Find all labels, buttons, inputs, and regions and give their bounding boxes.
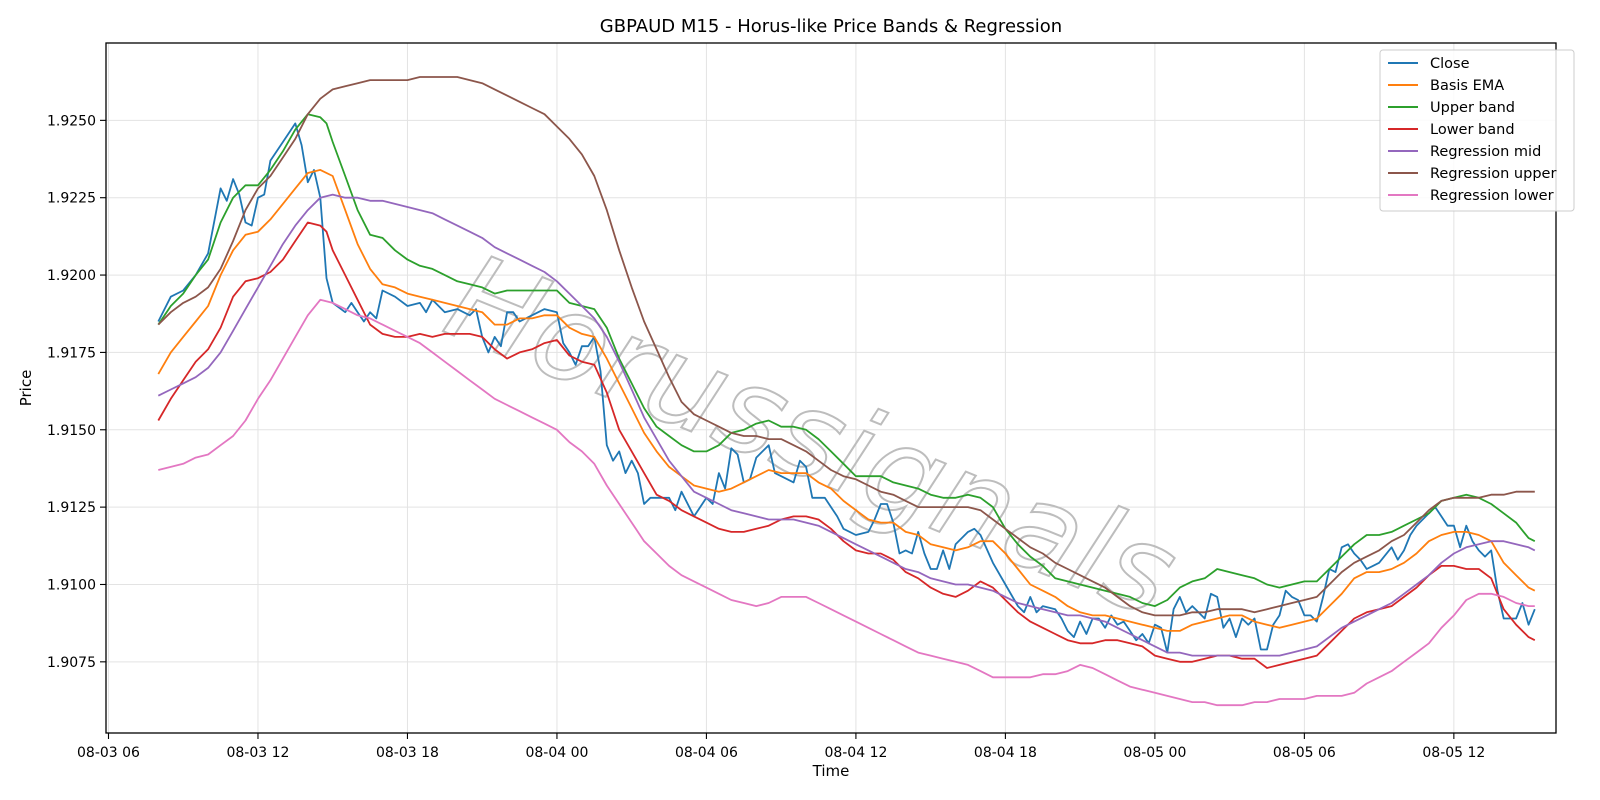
series-line-regression-upper xyxy=(157,76,1535,617)
y-tick-label: 1.9175 xyxy=(47,345,96,361)
y-tick-label: 1.9225 xyxy=(47,191,96,207)
y-tick-label: 1.9100 xyxy=(47,577,96,593)
y-tick-label: 1.9250 xyxy=(47,113,96,129)
series-line-basis-ema xyxy=(157,168,1536,632)
series-line-close xyxy=(157,122,1536,654)
x-tick-label: 08-05 12 xyxy=(1422,745,1485,761)
legend: Close Basis EMA Upper band Lower band Regres… xyxy=(1379,49,1575,212)
y-axis-ticks: 1.9075 1.9100 1.9125 1.9150 1.9175 1.9200 1.92… xyxy=(47,113,106,671)
y-tick-label: 1.9075 xyxy=(47,655,96,671)
x-tick-label: 08-04 18 xyxy=(974,745,1037,761)
legend-label-basis-ema: Basis EMA xyxy=(1430,78,1504,94)
x-tick-label: 08-03 12 xyxy=(226,745,289,761)
x-tick-label: 08-05 00 xyxy=(1123,745,1186,761)
y-tick-label: 1.9150 xyxy=(47,423,96,439)
legend-label-regression-upper: Regression upper xyxy=(1430,166,1556,182)
chart-title: GBPAUD M15 - Horus-like Price Bands & Re… xyxy=(600,16,1062,37)
x-tick-label: 08-04 06 xyxy=(675,745,738,761)
x-tick-label: 08-05 06 xyxy=(1273,745,1336,761)
legend-label-upper-band: Upper band xyxy=(1430,100,1515,116)
plot-frame xyxy=(105,42,1557,734)
legend-label-regression-mid: Regression mid xyxy=(1430,144,1541,160)
x-tick-label: 08-03 06 xyxy=(77,745,140,761)
legend-label-lower-band: Lower band xyxy=(1430,122,1515,138)
series-line-upper-band xyxy=(157,113,1536,607)
series-lines xyxy=(157,76,1536,707)
y-axis-title: Price xyxy=(17,370,35,407)
x-tick-label: 08-03 18 xyxy=(376,745,439,761)
x-axis-ticks: 08-03 06 08-03 12 08-03 18 08-04 00 08-04 06… xyxy=(77,733,1485,761)
grid xyxy=(106,43,1556,733)
x-axis-title: Time xyxy=(812,762,850,780)
legend-label-close: Close xyxy=(1430,56,1470,72)
legend-box xyxy=(1379,49,1575,212)
series-line-lower-band xyxy=(157,221,1536,669)
y-tick-label: 1.9125 xyxy=(47,500,96,516)
y-tick-label: 1.9200 xyxy=(47,268,96,284)
x-tick-label: 08-04 00 xyxy=(525,745,588,761)
legend-label-regression-lower: Regression lower xyxy=(1430,188,1554,204)
series-line-regression-lower xyxy=(158,298,1535,707)
series-line-regression-mid xyxy=(157,193,1536,657)
x-tick-label: 08-04 12 xyxy=(824,745,887,761)
